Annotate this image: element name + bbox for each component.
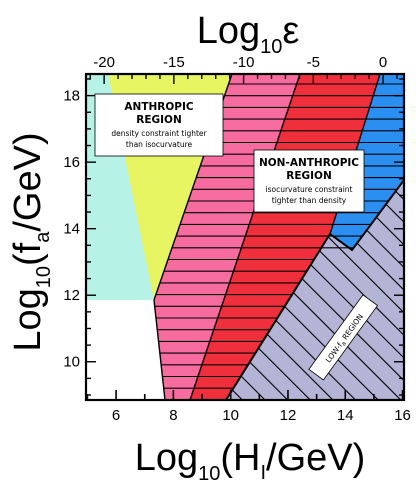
bottom-tick-label: 6	[112, 407, 120, 424]
top-tick-label: -15	[163, 54, 185, 71]
top-tick-label: -10	[233, 54, 255, 71]
non-anthropic-note-line1: isocurvature constraint	[266, 185, 353, 194]
left-tick-label: 12	[63, 287, 80, 304]
anthropic-note-line1: density constraint tighter	[111, 129, 207, 138]
low-fa-label-box	[308, 294, 379, 381]
top-tick-label: 0	[379, 54, 387, 71]
low-fa-region	[226, 180, 404, 400]
non-anthropic-note-line2: tighter than density	[272, 196, 347, 205]
non-anthropic-label: NON-ANTHROPIC REGION isocurvature constr…	[253, 149, 365, 213]
plot-frame	[84, 72, 406, 402]
pink-left-edge	[153, 299, 166, 400]
left-axis-title: Log10(fa/GeV)	[7, 132, 55, 351]
axis-ticks: 6 8 10 12 14 16 -20 -15 -10 -5 0 10 12 14 16 18	[63, 54, 411, 424]
bottom-tick-label: 8	[169, 407, 177, 424]
low-fa-boundary	[225, 179, 404, 400]
bottom-tick-label: 14	[337, 407, 354, 424]
left-tick-label: 18	[63, 88, 80, 105]
non-anthropic-title-line1: NON-ANTHROPIC	[259, 157, 359, 169]
band-edge-2	[189, 74, 301, 400]
anthropic-title-line1: ANTHROPIC	[124, 101, 193, 113]
top-tick-label: -20	[93, 54, 115, 71]
anthropic-label-box	[94, 93, 224, 157]
anthropic-label: ANTHROPIC REGION density constraint tigh…	[94, 93, 224, 157]
top-axis-title: Log10ε	[197, 10, 300, 58]
top-tick-label: -5	[307, 54, 320, 71]
left-tick-label: 10	[63, 354, 80, 371]
left-tick-label: 14	[63, 221, 80, 238]
non-anthropic-label-box	[253, 149, 365, 213]
non-anthropic-title-line2: REGION	[286, 170, 332, 182]
left-tick-label: 16	[63, 154, 80, 171]
anthropic-title-line2: REGION	[136, 114, 182, 126]
bottom-axis-title: Log10(HI/GeV)	[135, 437, 366, 485]
bottom-tick-label: 16	[394, 407, 411, 424]
anthropic-note-line2: than isocurvature	[126, 140, 193, 149]
bottom-tick-label: 10	[222, 407, 239, 424]
bottom-tick-label: 12	[280, 407, 297, 424]
